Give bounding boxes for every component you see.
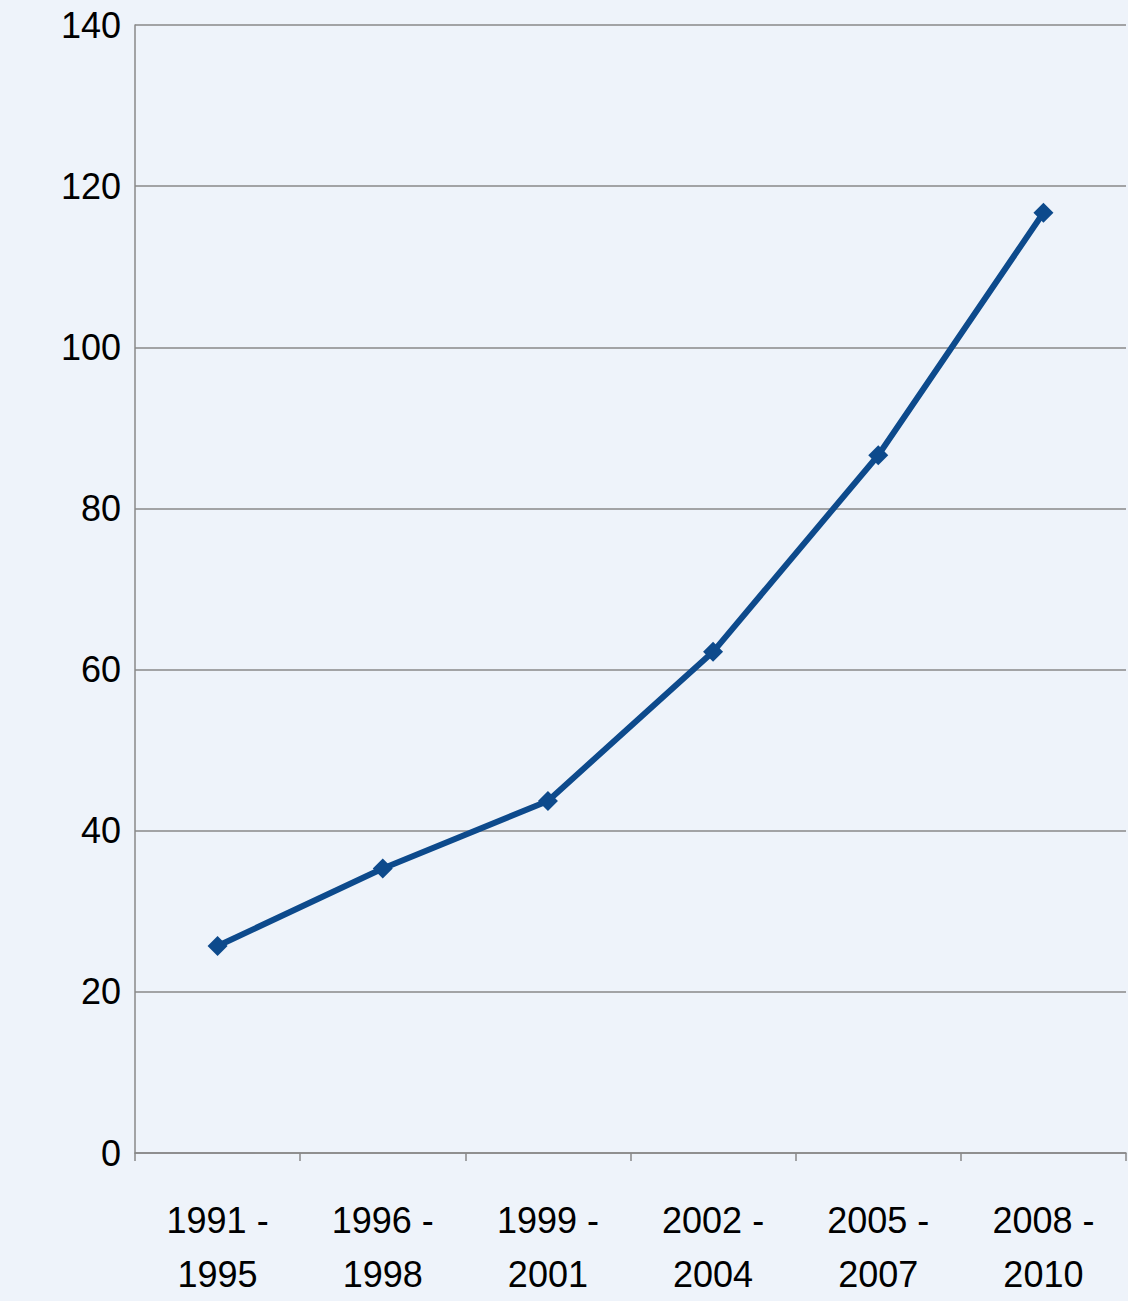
svg-text:2004: 2004 <box>673 1254 753 1295</box>
svg-text:1995: 1995 <box>178 1254 258 1295</box>
svg-text:1999 -: 1999 - <box>497 1200 599 1241</box>
svg-text:1998: 1998 <box>343 1254 423 1295</box>
svg-text:1996 -: 1996 - <box>332 1200 434 1241</box>
svg-text:100: 100 <box>61 327 121 368</box>
svg-text:80: 80 <box>81 488 121 529</box>
svg-text:140: 140 <box>61 5 121 46</box>
svg-text:2005 -: 2005 - <box>827 1200 929 1241</box>
svg-text:2002 -: 2002 - <box>662 1200 764 1241</box>
svg-text:0: 0 <box>101 1133 121 1174</box>
svg-text:40: 40 <box>81 810 121 851</box>
svg-text:120: 120 <box>61 166 121 207</box>
svg-text:2001: 2001 <box>508 1254 588 1295</box>
svg-text:60: 60 <box>81 649 121 690</box>
svg-text:20: 20 <box>81 971 121 1012</box>
svg-text:2007: 2007 <box>838 1254 918 1295</box>
svg-text:2010: 2010 <box>1003 1254 1083 1295</box>
svg-text:1991 -: 1991 - <box>167 1200 269 1241</box>
svg-text:2008 -: 2008 - <box>992 1200 1094 1241</box>
